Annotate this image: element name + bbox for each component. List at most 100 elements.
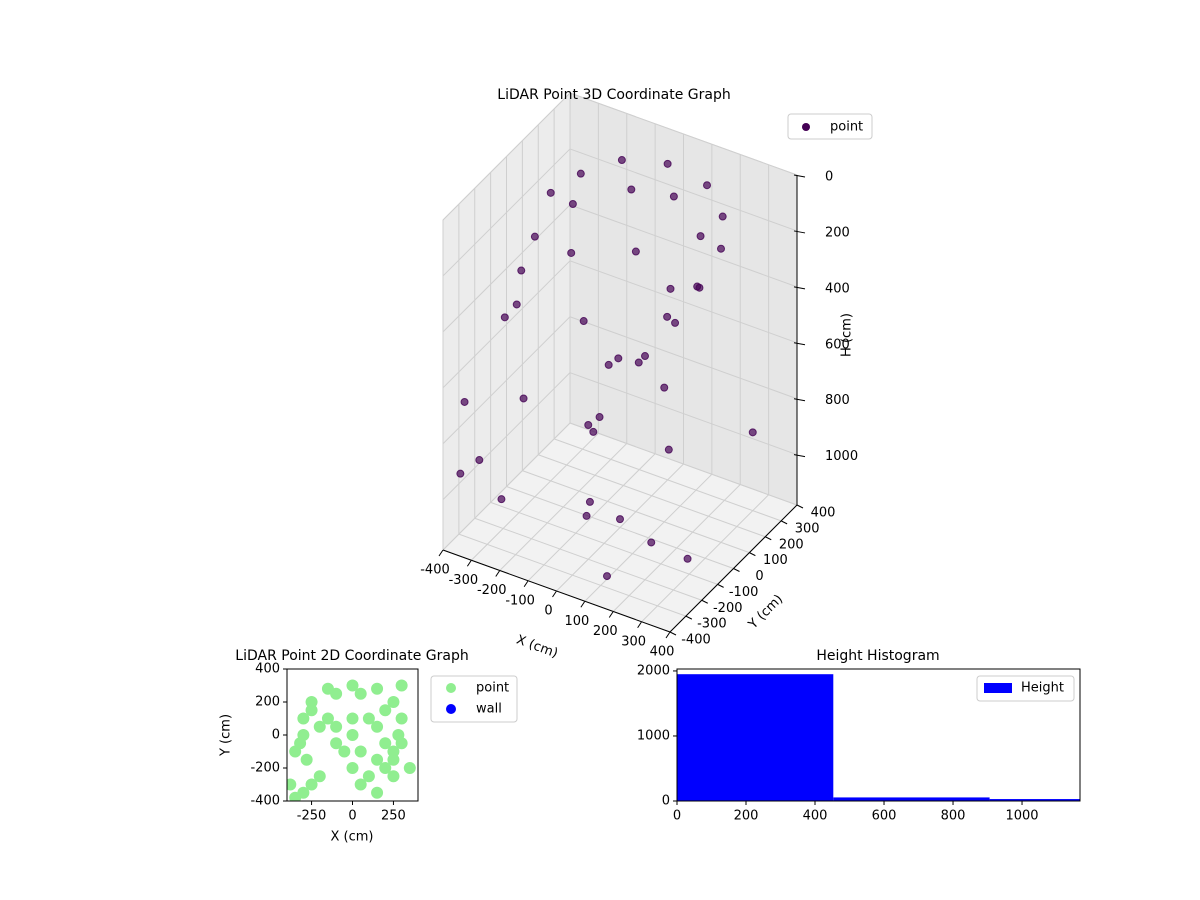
point bbox=[379, 762, 392, 774]
point bbox=[460, 397, 469, 406]
legend-swatch bbox=[984, 683, 1012, 693]
point bbox=[300, 753, 313, 766]
legend-label: point bbox=[830, 120, 863, 135]
point bbox=[387, 745, 400, 758]
grid-line bbox=[569, 204, 798, 288]
x-tick-label: 400 bbox=[803, 809, 828, 824]
x-tick-label: 1000 bbox=[1005, 809, 1038, 824]
point bbox=[362, 712, 375, 725]
grid-line bbox=[442, 204, 571, 333]
y-tick bbox=[701, 599, 708, 604]
x-tick bbox=[438, 549, 444, 557]
point bbox=[582, 511, 591, 520]
x-tick-label: 100 bbox=[564, 614, 589, 629]
z-tick-label: 0 bbox=[825, 170, 833, 185]
point bbox=[354, 687, 367, 700]
x-tick-label: 250 bbox=[381, 809, 406, 824]
y-tick-label: -300 bbox=[697, 617, 727, 632]
y-tick bbox=[780, 520, 788, 525]
point bbox=[346, 679, 359, 692]
point bbox=[387, 770, 400, 783]
plot-area bbox=[677, 674, 1080, 801]
y-tick-label: 0 bbox=[755, 569, 763, 584]
point bbox=[379, 704, 392, 717]
y-tick-label: 400 bbox=[255, 662, 280, 677]
point bbox=[666, 284, 675, 293]
point bbox=[595, 413, 604, 422]
point bbox=[517, 266, 526, 275]
point bbox=[321, 712, 334, 725]
y-axis-line bbox=[669, 504, 798, 633]
point bbox=[395, 679, 408, 692]
axes-frame bbox=[676, 668, 1081, 802]
y-tick-label: 0 bbox=[272, 728, 280, 743]
point bbox=[603, 572, 611, 581]
point bbox=[579, 317, 588, 326]
point bbox=[362, 770, 375, 783]
y-tick-label: 100 bbox=[763, 553, 788, 568]
y-axis-label: Y (cm) bbox=[219, 714, 234, 757]
x-tick bbox=[552, 590, 557, 598]
y-tick-label: -200 bbox=[250, 761, 280, 776]
point bbox=[519, 394, 528, 403]
z-tick-label: 800 bbox=[825, 393, 850, 408]
legend-box bbox=[787, 113, 873, 140]
legend-label: point bbox=[476, 681, 509, 696]
grid-line bbox=[522, 470, 750, 554]
grid-line bbox=[569, 316, 798, 400]
point bbox=[395, 712, 408, 725]
z-tick bbox=[793, 398, 806, 402]
x-tick-label: -250 bbox=[297, 809, 327, 824]
point bbox=[671, 318, 680, 327]
grid-line bbox=[442, 92, 571, 221]
point bbox=[663, 312, 672, 321]
point bbox=[500, 313, 509, 322]
z-tick-label: 1000 bbox=[825, 449, 858, 464]
y-tick-label: 1000 bbox=[637, 728, 670, 743]
point bbox=[664, 445, 673, 454]
y-tick bbox=[765, 536, 772, 541]
x-tick-label: 400 bbox=[650, 645, 675, 660]
point bbox=[371, 682, 384, 695]
point bbox=[627, 185, 636, 194]
point bbox=[305, 704, 318, 717]
z-tick bbox=[793, 230, 806, 234]
point bbox=[696, 232, 705, 241]
point bbox=[512, 300, 521, 309]
z-axis-label: H (cm) bbox=[840, 313, 855, 357]
x-tick-label: 0 bbox=[544, 604, 552, 619]
x-tick-label: -100 bbox=[505, 593, 535, 608]
point bbox=[354, 778, 367, 791]
grid-line bbox=[569, 422, 798, 506]
grid-line bbox=[442, 148, 571, 277]
grid-line bbox=[569, 260, 798, 344]
point bbox=[297, 712, 310, 725]
y-tick-label: 200 bbox=[779, 537, 804, 552]
x-tick-label: 800 bbox=[941, 809, 966, 824]
x-tick bbox=[665, 631, 671, 639]
grid-line bbox=[474, 517, 702, 601]
chart-title: LiDAR Point 3D Coordinate Graph bbox=[497, 87, 730, 103]
grid-line bbox=[538, 454, 766, 538]
y-tick-label: 0 bbox=[662, 794, 670, 809]
point bbox=[371, 786, 384, 799]
x-tick-label: 200 bbox=[593, 624, 618, 639]
z-tick-label: 400 bbox=[825, 281, 850, 296]
y-tick bbox=[733, 568, 740, 572]
grid-line bbox=[442, 316, 571, 445]
point bbox=[313, 720, 326, 733]
x-tick-label: -300 bbox=[449, 573, 479, 588]
point bbox=[669, 192, 678, 201]
x-tick-label: 300 bbox=[621, 634, 646, 649]
point bbox=[604, 360, 613, 369]
point bbox=[617, 156, 626, 165]
point bbox=[313, 770, 326, 783]
grid-line bbox=[506, 486, 734, 569]
y-tick bbox=[796, 504, 804, 509]
x-axis-label: X (cm) bbox=[514, 633, 560, 662]
bar bbox=[989, 799, 1080, 801]
point bbox=[647, 538, 656, 547]
point bbox=[584, 421, 593, 430]
legend-marker bbox=[446, 704, 456, 714]
point bbox=[663, 159, 672, 168]
